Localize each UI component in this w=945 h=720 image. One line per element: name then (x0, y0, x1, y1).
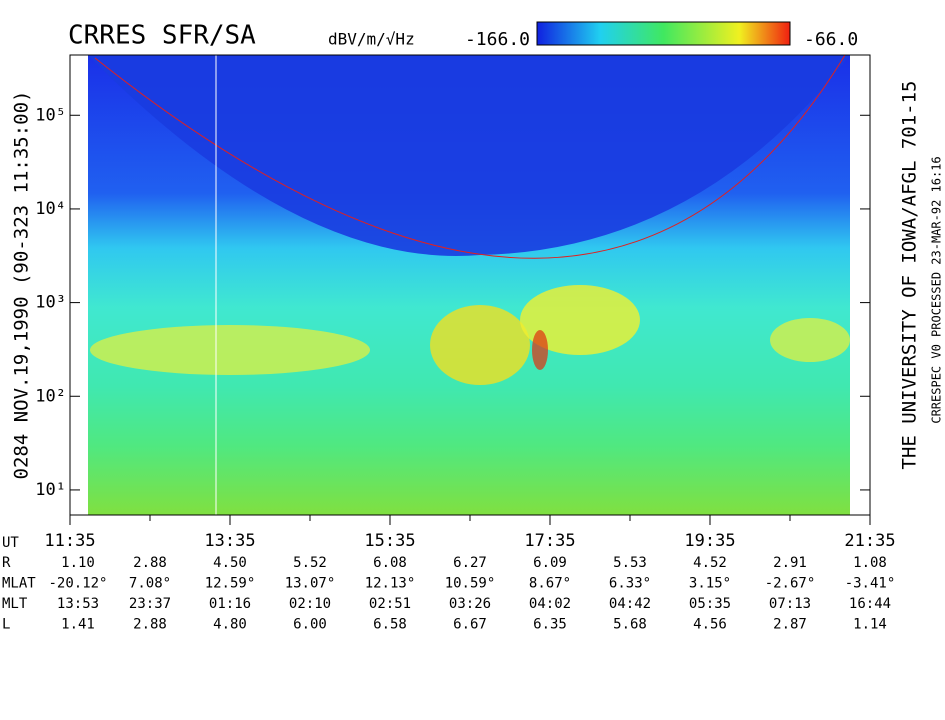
ephemeris-value: 6.58 (373, 617, 407, 633)
x-tick-label: 17:35 (524, 531, 575, 551)
x-axis-label: UT (2, 535, 19, 551)
ephemeris-value: 02:10 (289, 596, 331, 612)
y-tick-label: 10⁴ (35, 199, 66, 219)
chart-title: CRRES SFR/SA (68, 21, 256, 51)
ephemeris-value: 4.52 (693, 555, 727, 571)
right-label-2: CRRESPEC V0 PROCESSED 23-MAR-92 16:16 (930, 156, 944, 423)
ephemeris-value: 4.50 (213, 555, 247, 571)
ephemeris-value: 8.67° (529, 576, 571, 592)
left-label: 0284 NOV.19,1990 (90-323 11:35:00) (11, 91, 33, 480)
ephemeris-value: 16:44 (849, 596, 891, 612)
ephemeris-value: 13:53 (57, 596, 99, 612)
ephemeris-value: 13.07° (285, 576, 336, 592)
ephemeris-value: 6.35 (533, 617, 567, 633)
ephemeris-value: 2.91 (773, 555, 807, 571)
ephemeris-value: 7.08° (129, 576, 171, 592)
ephemeris-value: 10.59° (445, 576, 496, 592)
ephemeris-value: 2.88 (133, 555, 167, 571)
ephemeris-value: 5.52 (293, 555, 327, 571)
ephemeris-value: -20.12° (48, 576, 107, 592)
ephemeris-value: 6.09 (533, 555, 567, 571)
ephemeris-value: 1.08 (853, 555, 887, 571)
ephemeris-label: MLT (2, 596, 28, 612)
ephemeris-value: 03:26 (449, 596, 491, 612)
ephemeris-value: 6.33° (609, 576, 651, 592)
ephemeris-value: 1.14 (853, 617, 887, 633)
right-label: THE UNIVERSITY OF IOWA/AFGL 701-15 (899, 81, 921, 470)
colorbar-label: dBV/m/√Hz (328, 30, 415, 49)
x-tick-label: 21:35 (844, 531, 895, 551)
ephemeris-value: 07:13 (769, 596, 811, 612)
x-tick-label: 13:35 (204, 531, 255, 551)
ephemeris-value: 4.56 (693, 617, 727, 633)
y-tick-label: 10¹ (35, 480, 66, 500)
ephemeris-value: -2.67° (765, 576, 816, 592)
ephemeris-value: 4.80 (213, 617, 247, 633)
y-tick-label: 10⁵ (35, 105, 66, 125)
y-tick-label: 10³ (35, 293, 66, 313)
ephemeris-label: MLAT (2, 576, 36, 592)
x-tick-label: 19:35 (684, 531, 735, 551)
y-tick-label: 10² (35, 386, 66, 406)
colorbar (536, 21, 791, 46)
ephemeris-value: 05:35 (689, 596, 731, 612)
ephemeris-value: 5.68 (613, 617, 647, 633)
ephemeris-value: 5.53 (613, 555, 647, 571)
ephemeris-label: R (2, 555, 11, 571)
ephemeris-value: 1.41 (61, 617, 95, 633)
ephemeris-value: -3.41° (845, 576, 896, 592)
ephemeris-value: 2.88 (133, 617, 167, 633)
ephemeris-value: 04:42 (609, 596, 651, 612)
ephemeris-value: 6.08 (373, 555, 407, 571)
ephemeris-value: 2.87 (773, 617, 807, 633)
ephemeris-label: L (2, 617, 10, 633)
ephemeris-value: 3.15° (689, 576, 731, 592)
ephemeris-value: 12.59° (205, 576, 256, 592)
spectrogram-image (88, 54, 850, 515)
ephemeris-value: 01:16 (209, 596, 251, 612)
ephemeris-value: 04:02 (529, 596, 571, 612)
x-tick-label: 11:35 (44, 531, 95, 551)
ephemeris-value: 12.13° (365, 576, 416, 592)
ephemeris-value: 6.27 (453, 555, 487, 571)
ephemeris-value: 02:51 (369, 596, 411, 612)
ephemeris-value: 6.67 (453, 617, 487, 633)
ephemeris-value: 1.10 (61, 555, 95, 571)
colorbar-max: -66.0 (804, 29, 858, 50)
x-tick-label: 15:35 (364, 531, 415, 551)
ephemeris-value: 23:37 (129, 596, 171, 612)
ephemeris-value: 6.00 (293, 617, 327, 633)
colorbar-min: -166.0 (465, 29, 530, 50)
